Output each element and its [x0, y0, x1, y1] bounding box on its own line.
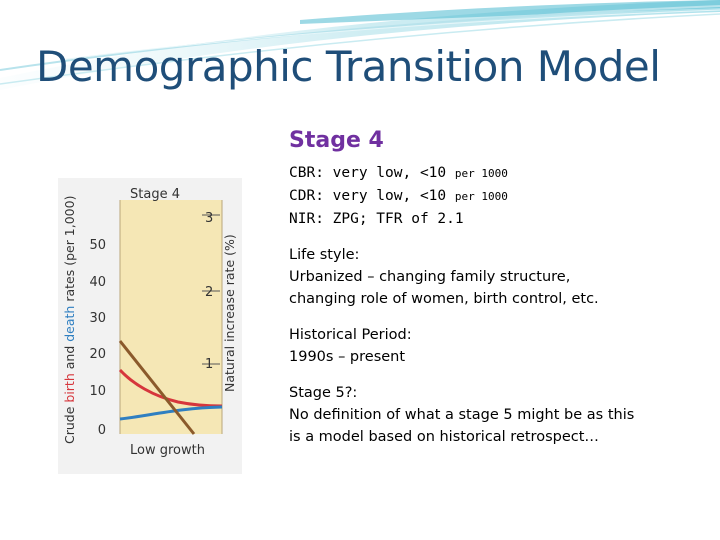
rate-value: ZPG; TFR of 2.1 — [332, 211, 464, 227]
rate-value: very low, <10 — [332, 165, 447, 181]
lifestyle-block: Life style: Urbanized – changing family … — [289, 244, 709, 310]
stage5-block: Stage 5?: No definition of what a stage … — [289, 382, 709, 448]
right-tick: 2 — [205, 285, 213, 300]
stage-panel — [120, 200, 222, 434]
rate-label: CDR: — [289, 188, 324, 204]
stage5-line: No definition of what a stage 5 might be… — [289, 407, 635, 423]
right-tick: 1 — [205, 357, 213, 372]
stage5-heading: Stage 5?: — [289, 385, 358, 401]
stage5-line: is a model based on historical retrospec… — [289, 429, 599, 445]
left-tick: 20 — [89, 347, 106, 362]
left-tick: 10 — [89, 384, 106, 399]
figure-stage-label: Stage 4 — [130, 187, 180, 202]
slide-title: Demographic Transition Model — [36, 42, 661, 91]
birth-rate-curve — [118, 368, 223, 408]
historical-heading: Historical Period: — [289, 327, 412, 343]
right-axis-label: Natural increase rate (%) — [222, 234, 237, 392]
left-axis-label-prefix: Crude — [62, 403, 77, 444]
lifestyle-line: Urbanized – changing family structure, — [289, 269, 571, 285]
stage4-chart-svg: Stage 4 Crude birth and death rates (per… — [62, 187, 237, 458]
rate-label: NIR: — [289, 211, 324, 227]
natural-increase-curve — [118, 340, 196, 435]
rate-unit: per 1000 — [454, 190, 508, 203]
right-tick: 3 — [205, 211, 213, 226]
left-axis-label-birth: birth — [62, 373, 77, 402]
left-axis-label-and: and — [62, 342, 77, 373]
left-tick: 30 — [89, 311, 106, 326]
left-tick: 40 — [89, 275, 106, 290]
historical-line: 1990s – present — [289, 349, 406, 365]
header-decoration — [0, 0, 720, 90]
rate-label: CBR: — [289, 165, 324, 181]
rate-cdr: CDR: very low, <10 per 1000 — [289, 185, 709, 208]
rate-nir: NIR: ZPG; TFR of 2.1 — [289, 208, 709, 230]
rate-unit: per 1000 — [454, 167, 508, 180]
stage4-chart: Stage 4 Crude birth and death rates (per… — [58, 178, 242, 474]
lifestyle-heading: Life style: — [289, 247, 360, 263]
left-tick: 50 — [89, 238, 106, 253]
rates-block: CBR: very low, <10 per 1000 CDR: very lo… — [289, 162, 709, 230]
lifestyle-line: changing role of women, birth control, e… — [289, 291, 599, 307]
figure-bottom-label: Low growth — [130, 443, 205, 458]
left-axis-label-death: death — [62, 306, 77, 342]
left-axis-label: Crude birth and death rates (per 1,000) — [62, 196, 77, 444]
rate-value: very low, <10 — [332, 188, 447, 204]
rate-cbr: CBR: very low, <10 per 1000 — [289, 162, 709, 185]
stage-description: Stage 4 CBR: very low, <10 per 1000 CDR:… — [289, 128, 709, 448]
stage-heading: Stage 4 — [289, 128, 384, 153]
historical-block: Historical Period: 1990s – present — [289, 324, 709, 368]
left-tick: 0 — [98, 423, 106, 438]
death-rate-curve — [119, 405, 223, 421]
left-axis-label-suffix: rates (per 1,000) — [62, 196, 77, 306]
